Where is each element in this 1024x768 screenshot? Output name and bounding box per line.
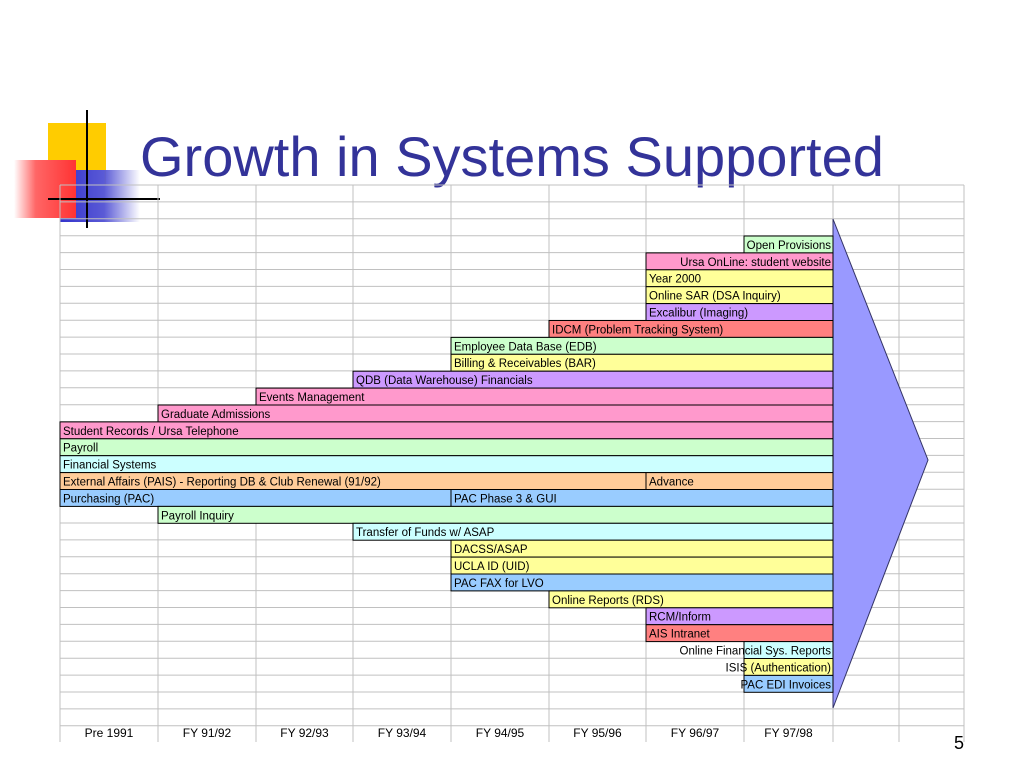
system-label-2: Year 2000 <box>649 274 701 286</box>
page-number: 5 <box>953 733 964 753</box>
x-axis-label-5: FY 95/96 <box>573 726 622 740</box>
logo-horizontal-line <box>48 198 160 200</box>
system-label-25: ISIS (Authentication) <box>726 662 832 674</box>
system-label-14-b: Advance <box>649 477 694 489</box>
system-label-18: DACSS/ASAP <box>454 544 528 556</box>
system-label-9: Events Management <box>259 392 365 404</box>
system-label-4: Excalibur (Imaging) <box>649 308 748 320</box>
system-label-22: RCM/Inform <box>649 612 711 624</box>
system-label-26: PAC EDI Invoices <box>740 679 831 691</box>
x-axis-label-4: FY 94/95 <box>476 726 525 740</box>
system-label-20: PAC FAX for LVO <box>454 578 544 590</box>
x-axis-label-7: FY 97/98 <box>764 726 813 740</box>
system-label-8: QDB (Data Warehouse) Financials <box>356 375 533 387</box>
system-label-17: Transfer of Funds w/ ASAP <box>356 527 495 539</box>
growth-arrow <box>832 218 929 709</box>
system-label-10: Graduate Admissions <box>161 409 271 421</box>
logo-vertical-line <box>86 110 88 228</box>
x-axis-labels: Pre 1991 FY 91/92 FY 92/93 FY 93/94 FY 94/95… <box>85 726 813 740</box>
system-label-15: Purchasing (PAC) <box>63 493 154 505</box>
slide-title: Growth in Systems Supported <box>140 125 884 188</box>
x-axis-label-0: Pre 1991 <box>85 726 134 740</box>
system-label-1: Ursa OnLine: student website <box>680 257 831 269</box>
x-axis-label-3: FY 93/94 <box>378 726 427 740</box>
system-label-0: Open Provisions <box>747 240 832 252</box>
system-label-19: UCLA ID (UID) <box>454 561 530 573</box>
system-label-16: Payroll Inquiry <box>161 510 234 522</box>
system-label-15-b: PAC Phase 3 & GUI <box>454 493 557 505</box>
system-label-13: Financial Systems <box>63 460 157 472</box>
system-label-7: Billing & Receivables (BAR) <box>454 358 596 370</box>
system-label-5: IDCM (Problem Tracking System) <box>552 324 723 336</box>
logo-red-square <box>14 160 76 218</box>
slide-logo <box>0 0 160 240</box>
x-axis-label-2: FY 92/93 <box>280 726 329 740</box>
system-label-23: AIS Intranet <box>649 629 711 641</box>
system-label-24: Online Financial Sys. Reports <box>680 646 832 658</box>
system-label-6: Employee Data Base (EDB) <box>454 341 597 353</box>
system-bar-16 <box>157 505 834 524</box>
system-bar-12 <box>59 438 834 457</box>
system-bar-23 <box>645 624 834 643</box>
system-bar-26 <box>743 674 834 693</box>
system-label-21: Online Reports (RDS) <box>552 595 664 607</box>
system-label-3: Online SAR (DSA Inquiry) <box>649 291 781 303</box>
system-label-11: Student Records / Ursa Telephone <box>63 426 239 438</box>
system-label-12: Payroll <box>63 443 98 455</box>
x-axis-label-1: FY 91/92 <box>183 726 232 740</box>
system-bars: Open Provisions Ursa OnLine: student webs… <box>59 235 834 693</box>
system-label-14: External Affairs (PAIS) - Reporting DB &… <box>63 477 381 489</box>
x-axis-label-6: FY 96/97 <box>671 726 720 740</box>
system-bar-13 <box>59 455 834 474</box>
